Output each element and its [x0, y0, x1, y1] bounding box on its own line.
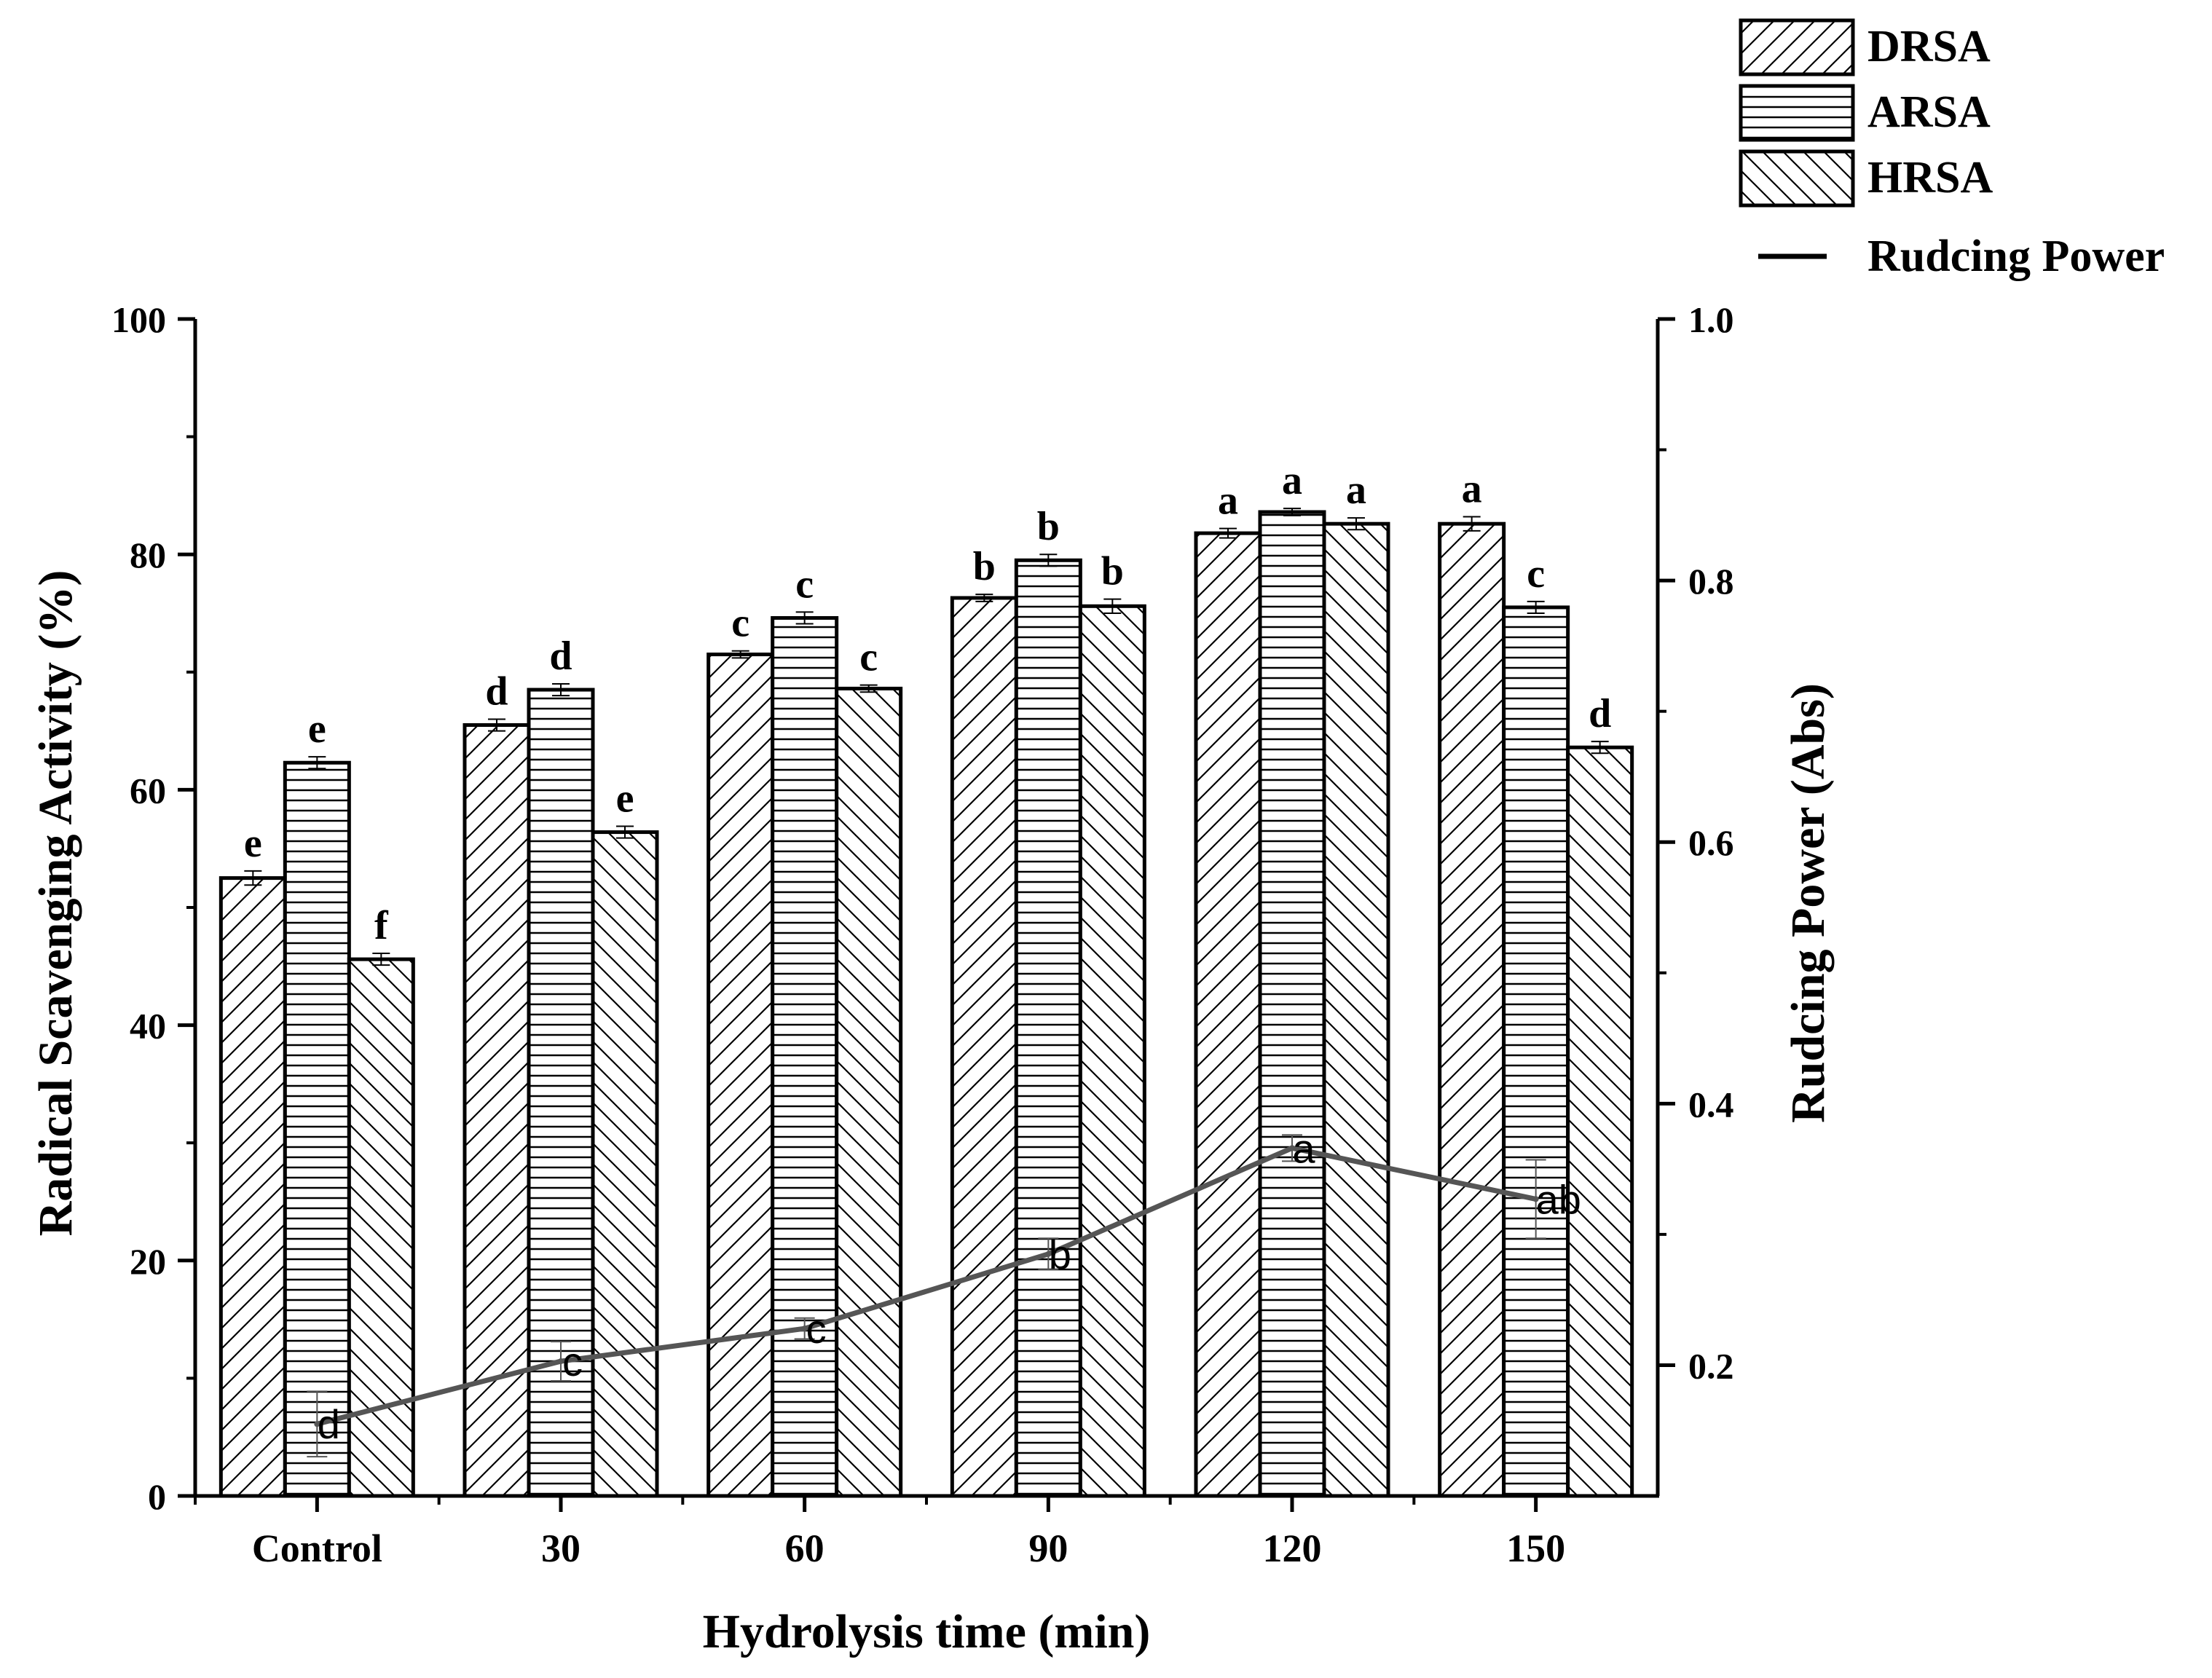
bar-drsa [1438, 521, 1506, 1498]
significance-letter: a [1346, 468, 1366, 513]
y-tick-label-right: 0.8 [1688, 561, 1734, 602]
legend: DRSA ARSA HRSA Rudcing Power [1739, 18, 2165, 281]
y-tick-label-left: 20 [130, 1241, 166, 1282]
x-tick-label: 150 [1506, 1527, 1565, 1570]
line-significance-letter: c [806, 1306, 827, 1352]
x-axis-title: Hydrolysis time (min) [703, 1605, 1151, 1658]
y-tick-label-left: 80 [130, 535, 166, 575]
legend-swatch-drsa [1739, 18, 1855, 76]
y-axis-title-left: Radical Scavenging Activity (%) [29, 570, 82, 1237]
y-tick-label-right: 1.0 [1688, 299, 1734, 340]
legend-label-arsa: ARSA [1867, 87, 1991, 137]
line-point [801, 1326, 808, 1332]
y-tick-label-left: 60 [130, 770, 166, 811]
significance-letter: e [616, 776, 634, 821]
significance-letter: c [1527, 551, 1545, 596]
significance-letter: a [1282, 458, 1302, 503]
y-tick-label-right: 0.6 [1688, 822, 1734, 863]
significance-letter: e [244, 821, 262, 866]
x-tick-label: Control [252, 1527, 382, 1570]
bar-hrsa [1322, 521, 1390, 1498]
ticks: 0 20 40 60 80 100 0.2 0.4 0.6 0.8 1.0 Control 30 60 90… [111, 299, 1734, 1570]
x-tick-label: 60 [785, 1527, 824, 1570]
bar-drsa [706, 653, 775, 1498]
significance-letter: c [731, 601, 749, 646]
significance-letter: a [1462, 466, 1482, 511]
legend-label-rudcing-power: Rudcing Power [1867, 232, 2165, 281]
significance-letter: d [1589, 691, 1611, 736]
y-tick-label-left: 0 [148, 1476, 166, 1517]
bar-drsa [950, 596, 1018, 1498]
x-tick-label: 120 [1263, 1527, 1322, 1570]
bar-hrsa [1078, 604, 1146, 1498]
line-significance-letter: ab [1536, 1176, 1581, 1222]
significance-letter: d [485, 669, 508, 714]
bar-arsa [1014, 558, 1082, 1498]
bar-drsa [219, 876, 287, 1498]
y-tick-label-left: 100 [111, 299, 166, 340]
line-significance-letter: c [562, 1339, 583, 1384]
bar-drsa [463, 723, 531, 1498]
line-point [314, 1421, 320, 1427]
y-tick-label-right: 0.2 [1688, 1345, 1734, 1386]
bar-drsa [1194, 531, 1262, 1498]
significance-letter: a [1218, 478, 1238, 524]
legend-label-drsa: DRSA [1867, 22, 1991, 71]
line-significance-letter: d [318, 1401, 340, 1447]
line-significance-letter: a [1292, 1125, 1315, 1171]
line-point [1045, 1250, 1052, 1257]
bar-arsa [283, 760, 351, 1498]
line-point [558, 1358, 564, 1365]
bar-arsa [1258, 510, 1326, 1498]
line-point [1532, 1196, 1539, 1202]
bar-arsa [771, 615, 839, 1498]
significance-letter: b [1101, 549, 1124, 594]
x-tick-label: 90 [1028, 1527, 1068, 1570]
bar-hrsa [1566, 745, 1634, 1498]
significance-letter: e [308, 706, 326, 752]
legend-swatch-arsa [1739, 84, 1855, 142]
bar-hrsa [591, 830, 659, 1498]
significance-letter: d [549, 634, 572, 679]
legend-swatch-hrsa [1739, 149, 1855, 208]
significance-letter: c [795, 562, 814, 607]
significance-letter: b [973, 544, 996, 589]
rudcing-power-polyline [316, 1145, 1537, 1427]
y-tick-label-left: 40 [130, 1006, 166, 1047]
x-tick-label: 30 [541, 1527, 580, 1570]
y-axis-title-right: Rudcing Power (Abs) [1782, 683, 1835, 1123]
significance-letter: c [859, 635, 878, 680]
rudcing-power-line: d c c b a ab [307, 1125, 1581, 1458]
significance-letter: b [1037, 504, 1060, 549]
legend-label-hrsa: HRSA [1867, 153, 1993, 202]
bar-arsa [1502, 605, 1570, 1498]
y-tick-label-right: 0.4 [1688, 1084, 1734, 1124]
line-significance-letter: b [1049, 1232, 1071, 1277]
bar-hrsa [835, 686, 903, 1498]
significance-letter: f [374, 903, 389, 948]
line-point [1289, 1145, 1295, 1151]
